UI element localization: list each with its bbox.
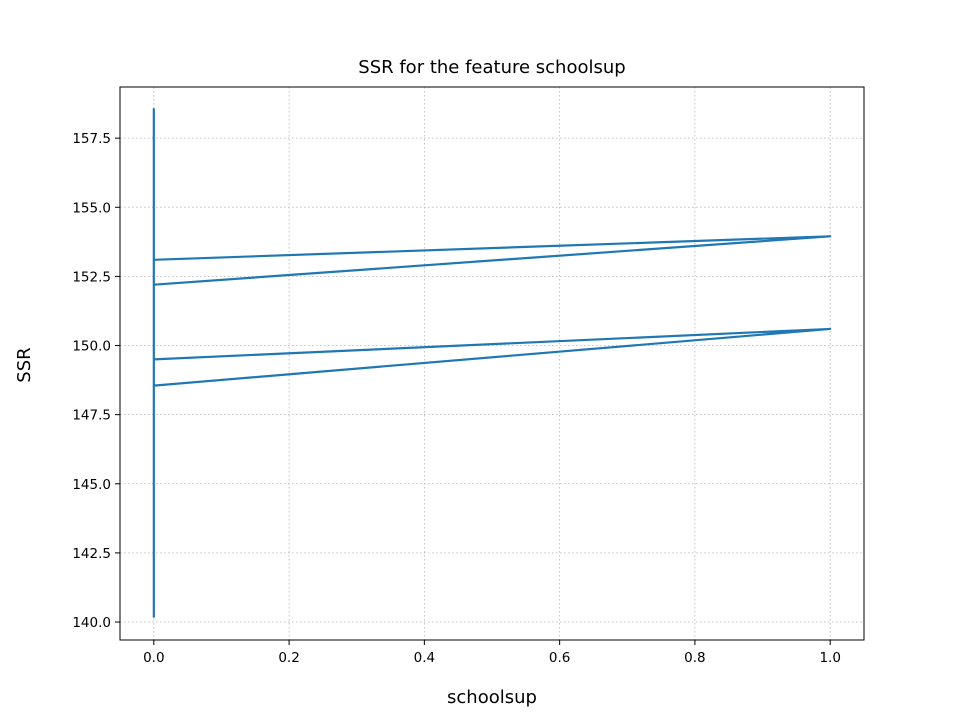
plot-frame: [119, 86, 865, 641]
y-tick-label: 145.0: [72, 477, 111, 493]
x-tick-label: 0.4: [414, 650, 435, 666]
x-tick-label: 1.0: [819, 650, 840, 666]
x-tick-label: 0.8: [684, 650, 705, 666]
y-tick-label: 157.5: [72, 131, 111, 147]
y-tick-label: 147.5: [72, 408, 111, 424]
y-tick-label: 150.0: [72, 339, 111, 355]
x-tick-label: 0.6: [549, 650, 570, 666]
x-tick-label: 0.2: [278, 650, 299, 666]
y-tick-label: 152.5: [72, 269, 111, 285]
plot-series: [152, 108, 832, 618]
chart-title: SSR for the feature schoolsup: [358, 57, 625, 78]
x-axis-ticks: 0.0 0.2 0.4 0.6 0.8 1.0: [143, 640, 841, 666]
x-tick-label: 0.0: [143, 650, 164, 666]
y-axis-ticks: 140.0 142.5 145.0 147.5 150.0 152.5 155.0 157.5: [72, 131, 120, 631]
y-tick-label: 155.0: [72, 200, 111, 216]
grid: [120, 87, 864, 640]
series-line: [152, 108, 832, 618]
y-tick-label: 140.0: [72, 615, 111, 631]
y-tick-label: 142.5: [72, 546, 111, 562]
x-axis-label: schoolsup: [447, 687, 537, 708]
y-axis-label: SSR: [14, 347, 35, 382]
